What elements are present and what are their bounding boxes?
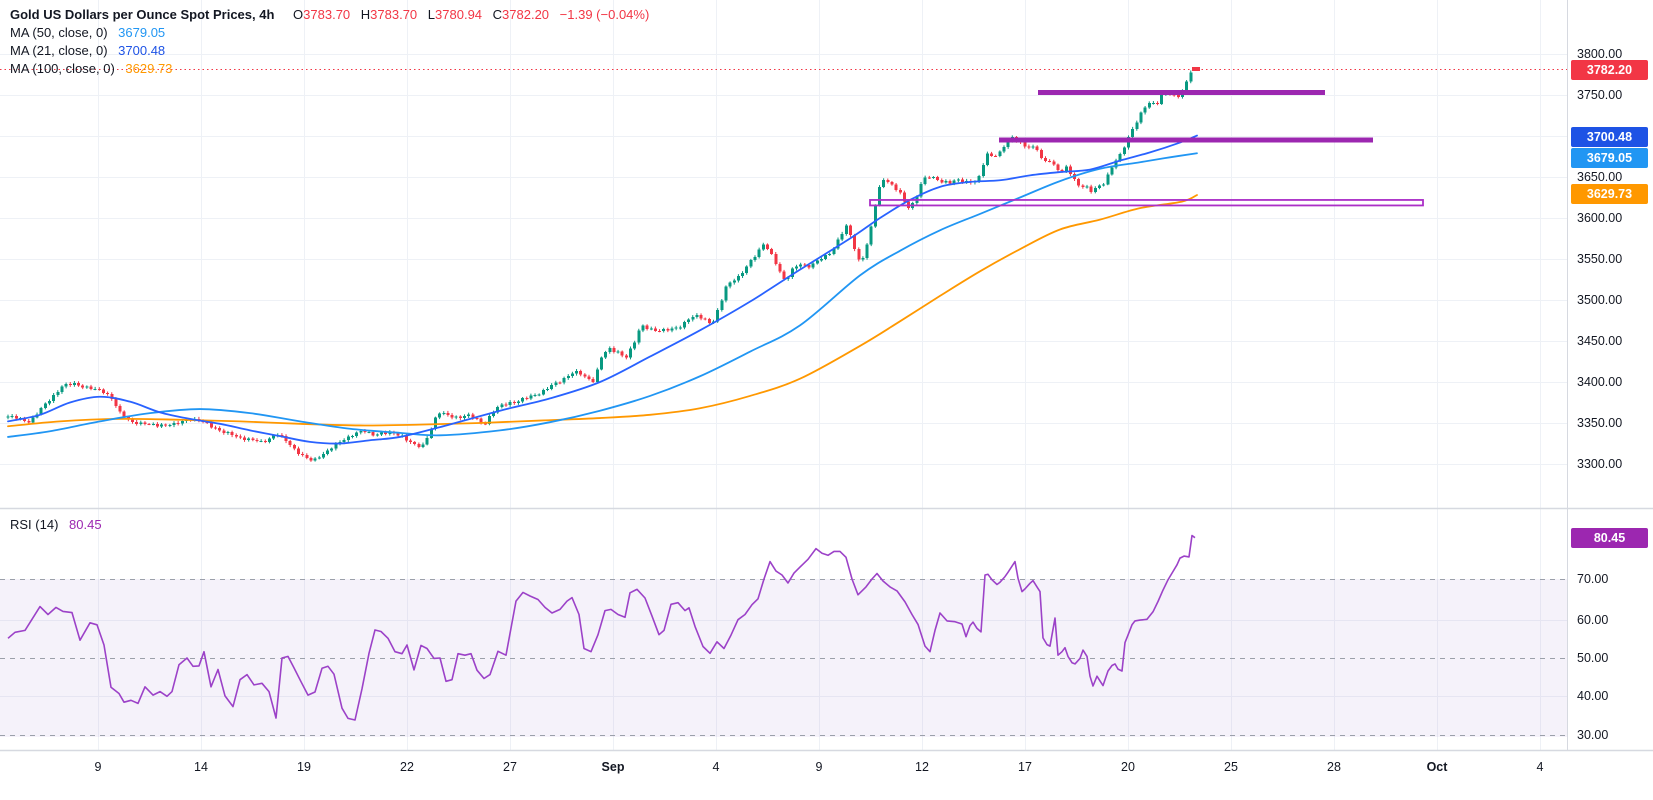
ma100-value: 3629.73 bbox=[125, 61, 173, 76]
price-axis-label: 3500.00 bbox=[1577, 293, 1623, 307]
chart-legend[interactable]: Gold US Dollars per Ounce Spot Prices, 4… bbox=[10, 6, 649, 78]
close-value: 3782.20 bbox=[502, 7, 550, 22]
rsi-legend[interactable]: RSI (14) 80.45 bbox=[10, 517, 102, 532]
price-axis-label: 3300.00 bbox=[1577, 457, 1623, 471]
time-axis-label: 19 bbox=[297, 760, 311, 774]
price-axis-label: 3600.00 bbox=[1577, 211, 1623, 225]
legend-symbol-row[interactable]: Gold US Dollars per Ounce Spot Prices, 4… bbox=[10, 6, 649, 24]
price-badge: 3679.05 bbox=[1571, 148, 1648, 168]
level-line-3752[interactable] bbox=[1038, 90, 1325, 95]
price-badge: 80.45 bbox=[1571, 528, 1648, 548]
legend-ma50-row[interactable]: MA (50, close, 0) 3679.05 bbox=[10, 24, 649, 42]
candles-up bbox=[6, 72, 1193, 461]
level-line-3694[interactable] bbox=[999, 137, 1373, 143]
close-label: C bbox=[492, 7, 503, 22]
low-value: 3780.94 bbox=[435, 7, 483, 22]
price-axis-label: 3800.00 bbox=[1577, 47, 1623, 61]
legend-ma21-row[interactable]: MA (21, close, 0) 3700.48 bbox=[10, 42, 649, 60]
time-axis-label: Oct bbox=[1426, 760, 1448, 774]
change-value: −1.39 (−0.04%) bbox=[559, 7, 650, 22]
ma-line-100[interactable] bbox=[7, 194, 1198, 428]
ma21-label: MA (21, close, 0) bbox=[10, 43, 108, 58]
ma-line-50[interactable] bbox=[7, 152, 1198, 438]
ma21-value: 3700.48 bbox=[118, 43, 166, 58]
price-badge: 3700.48 bbox=[1571, 127, 1648, 147]
price-badge: 3782.20 bbox=[1571, 60, 1648, 80]
price-axis-label: 3550.00 bbox=[1577, 252, 1623, 266]
time-axis-label: 4 bbox=[1536, 760, 1544, 774]
legend-ma100-row[interactable]: MA (100, close, 0) 3629.73 bbox=[10, 60, 649, 78]
time-axis-label: 14 bbox=[194, 760, 208, 774]
price-axis-label: 60.00 bbox=[1577, 613, 1609, 627]
rsi-line[interactable] bbox=[7, 534, 1196, 721]
price-axis-label: 40.00 bbox=[1577, 689, 1609, 703]
price-axis-label: 30.00 bbox=[1577, 728, 1609, 742]
time-axis-label: 20 bbox=[1121, 760, 1135, 774]
rsi-value: 80.45 bbox=[69, 517, 102, 532]
price-axis-label: 3650.00 bbox=[1577, 170, 1623, 184]
level-line-3620[interactable] bbox=[869, 199, 1424, 207]
rsi-label: RSI (14) bbox=[10, 517, 59, 532]
price-badge: 3629.73 bbox=[1571, 184, 1648, 204]
time-axis-label: 17 bbox=[1018, 760, 1032, 774]
price-axis-label: 3350.00 bbox=[1577, 416, 1623, 430]
low-label: L bbox=[427, 7, 436, 22]
candle-wicks-up bbox=[7, 70, 1192, 462]
time-axis-label: 4 bbox=[712, 760, 720, 774]
symbol-title: Gold US Dollars per Ounce Spot Prices, 4… bbox=[10, 7, 275, 22]
ma100-label: MA (100, close, 0) bbox=[10, 61, 115, 76]
time-axis-label: Sep bbox=[601, 760, 625, 774]
ma50-value: 3679.05 bbox=[118, 25, 166, 40]
time-axis-label: 12 bbox=[915, 760, 929, 774]
last-price-tick bbox=[1192, 67, 1200, 71]
high-value: 3783.70 bbox=[370, 7, 418, 22]
price-axis-label: 70.00 bbox=[1577, 572, 1609, 586]
ma50-label: MA (50, close, 0) bbox=[10, 25, 108, 40]
time-axis-label: 27 bbox=[503, 760, 517, 774]
ma-line-21[interactable] bbox=[7, 134, 1198, 445]
time-axis-label: 28 bbox=[1327, 760, 1341, 774]
price-axis-label: 3400.00 bbox=[1577, 375, 1623, 389]
open-label: O bbox=[293, 7, 304, 22]
price-axis-label: 3450.00 bbox=[1577, 334, 1623, 348]
time-axis-label: 22 bbox=[400, 760, 414, 774]
time-axis-label: 9 bbox=[815, 760, 823, 774]
price-axis-label: 50.00 bbox=[1577, 651, 1609, 665]
high-label: H bbox=[360, 7, 371, 22]
open-value: 3783.70 bbox=[303, 7, 351, 22]
time-axis-label: 25 bbox=[1224, 760, 1238, 774]
time-axis-label: 9 bbox=[94, 760, 102, 774]
price-axis-label: 3750.00 bbox=[1577, 88, 1623, 102]
gridlines bbox=[0, 0, 1567, 750]
